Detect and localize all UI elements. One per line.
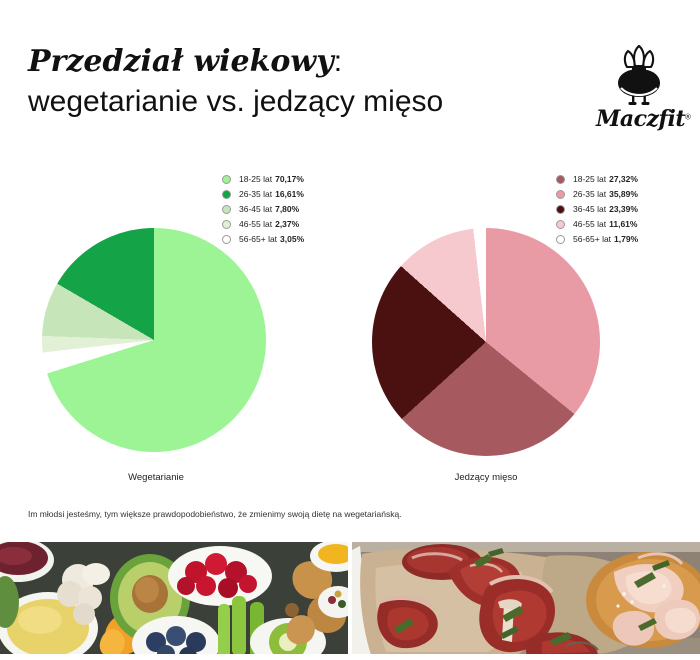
title-line-2: wegetarianie vs. jedzący mięso <box>28 84 444 118</box>
legend-item[interactable]: 18-25 lat 70,17% <box>222 172 304 187</box>
logo-wordmark: Maczfit® <box>596 106 691 132</box>
pie-chart-meat-eaters <box>372 228 600 456</box>
legend-item-label: 18-25 lat <box>573 174 607 185</box>
legend-item-label: 18-25 lat <box>239 174 273 185</box>
legend-item[interactable]: 36-45 lat 7,80% <box>222 202 304 217</box>
legend-item[interactable]: 26-35 lat 35,89% <box>556 187 638 202</box>
legend-item-label: 46-55 lat <box>573 219 607 230</box>
legend-color-swatch <box>556 205 565 214</box>
legend-item-value: 1,79% <box>614 234 639 245</box>
legend-item[interactable]: 18-25 lat 27,32% <box>556 172 638 187</box>
legend-item-label: 46-55 lat <box>239 219 273 230</box>
legend-item-value: 3,05% <box>280 234 305 245</box>
legend-item-value: 7,80% <box>275 204 300 215</box>
legend-item-value: 23,39% <box>609 204 638 215</box>
vegetarian-food-photo <box>0 542 348 660</box>
legend-item-label: 56-65+ lat <box>573 234 612 245</box>
photo-strip <box>0 542 700 660</box>
footnote-text: Im młodsi jesteśmy, tym większe prawdopo… <box>28 509 402 519</box>
legend-item-value: 27,32% <box>609 174 638 185</box>
beetroot-character-icon <box>612 44 666 111</box>
maczfit-logo[interactable]: Maczfit® <box>596 44 691 136</box>
legend-item[interactable]: 56-65+ lat 3,05% <box>222 232 304 247</box>
legend-item-value: 2,37% <box>275 219 300 230</box>
legend-item-value: 16,61% <box>275 189 304 200</box>
legend-color-swatch <box>222 175 231 184</box>
legend-item[interactable]: 46-55 lat 11,61% <box>556 217 638 232</box>
legend-color-swatch <box>222 190 231 199</box>
title-line-1: Przedział wiekowy: <box>28 44 588 80</box>
legend-color-swatch <box>222 205 231 214</box>
registered-trademark-icon: ® <box>684 112 691 122</box>
legend-item-label: 26-35 lat <box>239 189 273 200</box>
legend-item-label: 56-65+ lat <box>239 234 278 245</box>
pie-chart-vegetarians <box>42 228 266 452</box>
pie-chart-caption-meat-eaters: Jedzący mięso <box>454 472 518 483</box>
legend-item-value: 70,17% <box>275 174 304 185</box>
legend-color-swatch <box>556 190 565 199</box>
legend-item-label: 26-35 lat <box>573 189 607 200</box>
legend-item-value: 35,89% <box>609 189 638 200</box>
header: Przedział wiekowy: wegetarianie vs. jedz… <box>0 0 700 150</box>
legend-vegetarians: 18-25 lat 70,17% 26-35 lat 16,61% 36-45 … <box>222 172 304 247</box>
legend-item[interactable]: 26-35 lat 16,61% <box>222 187 304 202</box>
legend-item[interactable]: 56-65+ lat 1,79% <box>556 232 638 247</box>
legend-color-swatch <box>556 235 565 244</box>
legend-meat-eaters: 18-25 lat 27,32% 26-35 lat 35,89% 36-45 … <box>556 172 638 247</box>
legend-color-swatch <box>222 220 231 229</box>
title-emphasis: Przedział wiekowy <box>28 44 334 79</box>
legend-color-swatch <box>222 235 231 244</box>
legend-color-swatch <box>556 175 565 184</box>
legend-color-swatch <box>556 220 565 229</box>
legend-item[interactable]: 46-55 lat 2,37% <box>222 217 304 232</box>
logo-wordmark-text: Maczfit <box>596 106 685 132</box>
legend-item-value: 11,61% <box>609 219 638 230</box>
legend-item[interactable]: 36-45 lat 23,39% <box>556 202 638 217</box>
title-colon: : <box>333 45 343 78</box>
page-title: Przedział wiekowy: wegetarianie vs. jedz… <box>28 44 588 120</box>
meat-food-photo <box>352 542 700 660</box>
legend-item-label: 36-45 lat <box>239 204 273 215</box>
legend-item-label: 36-45 lat <box>573 204 607 215</box>
pie-chart-caption-vegetarians: Wegetarianie <box>128 472 184 483</box>
photo-divider <box>348 542 352 660</box>
